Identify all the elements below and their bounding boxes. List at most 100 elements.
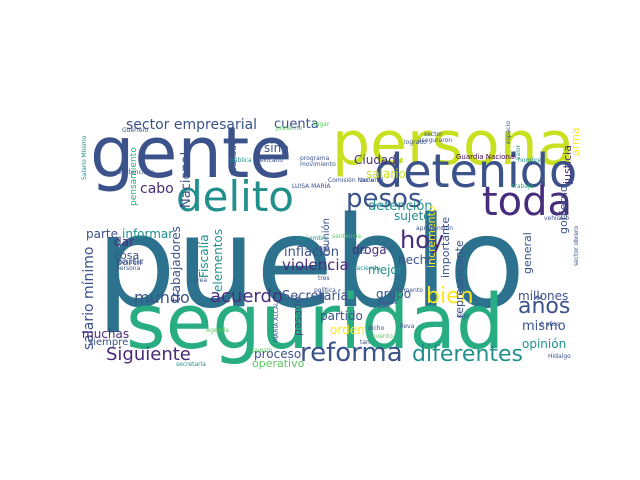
word-pensamiento: pensamiento xyxy=(129,147,139,206)
word-informar: informar xyxy=(122,227,174,241)
word-ciudad: Ciudad xyxy=(354,153,396,167)
word-nacional: Nacional xyxy=(179,151,194,208)
word-anos: años xyxy=(518,294,571,319)
word-mejor: mejor xyxy=(368,263,403,277)
word-secretaria-small: secretaría xyxy=(176,361,206,368)
word-mexicano: mexicano xyxy=(254,157,284,164)
word-representante: representante xyxy=(453,240,466,318)
word-salario: salario xyxy=(366,167,406,181)
word-hoy: hoy xyxy=(400,226,445,254)
word-vez: vez xyxy=(320,265,331,272)
word-fiscalia: Fiscalía xyxy=(197,234,211,278)
word-puesto: puesto xyxy=(252,347,273,354)
word-evento: evento xyxy=(372,333,393,340)
word-lugar: lugar xyxy=(314,121,330,128)
word-sentencia: sentencia xyxy=(332,233,362,240)
word-dar: dar xyxy=(114,235,134,249)
word-toda: toda xyxy=(482,179,573,225)
word-sino: sino xyxy=(264,141,289,155)
word-trabajo: trabajo xyxy=(512,183,534,190)
word-logrado: logrado xyxy=(404,139,427,146)
word-salario-minimo-small: Salario Mínimo xyxy=(81,135,88,180)
word-publica: pública xyxy=(230,157,252,164)
word-gobierno: gobierno xyxy=(557,185,570,234)
word-aseguraron: aseguraron xyxy=(418,137,453,144)
word-hacienda: Hacienda xyxy=(352,265,381,272)
word-6-anos: 6 años xyxy=(540,321,561,328)
word-incremento: incremento xyxy=(425,205,438,268)
word-cloud: pueblo seguridad gente persona detenido … xyxy=(78,118,584,370)
word-comision-nacional: Comisión Nacional xyxy=(328,177,384,184)
word-siempre: siempre xyxy=(88,337,129,348)
word-caso: caso xyxy=(316,245,330,252)
word-violencia: violencia xyxy=(282,256,349,274)
word-sentenciado: sentenciado xyxy=(118,169,155,176)
word-siguiente: Siguiente xyxy=(106,344,191,365)
word-droga: droga xyxy=(352,243,387,257)
word-dicho: dicho xyxy=(368,325,385,332)
word-general: general xyxy=(521,232,534,274)
word-persona-small: persona xyxy=(116,265,141,272)
word-grupo: grupo xyxy=(376,287,412,301)
word-noviembre: noviembre xyxy=(296,235,329,242)
word-pesos: pesos xyxy=(346,184,422,214)
word-momento: momento xyxy=(394,287,423,294)
word-trabajadores: trabajadores xyxy=(169,226,183,302)
word-millones: millones xyxy=(518,289,569,303)
word-hidalgo: Hidalgo xyxy=(548,353,571,360)
word-movimiento: movimiento xyxy=(300,161,336,168)
word-bien: bien xyxy=(426,284,474,309)
word-sector-obrero: sector obrero xyxy=(573,225,580,266)
word-detencion: detención xyxy=(368,199,433,214)
word-despues: después xyxy=(118,259,144,266)
word-luisa-maria: LUISA MARÍA xyxy=(292,183,331,190)
word-tres: tres xyxy=(318,275,330,282)
word-politica: política xyxy=(314,287,336,294)
word-diferentes: diferentes xyxy=(412,342,524,367)
word-partido: partido xyxy=(320,309,363,323)
word-guerrero: Guerrero xyxy=(122,127,149,134)
word-programa: programa xyxy=(300,155,330,162)
word-acuerdo: acuerdo xyxy=(210,286,283,307)
word-elementos: elementos xyxy=(211,228,225,292)
word-muchas: muchas xyxy=(82,327,130,341)
word-persona: persona xyxy=(332,118,575,179)
word-delito: delito xyxy=(176,172,295,221)
word-proceso: proceso xyxy=(254,347,302,361)
word-cosa: cosa xyxy=(114,249,140,262)
word-mismo: mismo xyxy=(522,319,566,334)
word-pueblo: pueblo xyxy=(96,189,526,336)
word-sector-empresarial: sector empresarial xyxy=(126,118,258,133)
word-partir: partir xyxy=(116,257,144,268)
word-presente: presente xyxy=(276,125,303,132)
word-arma: arma xyxy=(569,127,582,156)
word-hombre: hombre xyxy=(518,157,542,164)
word-maria-alcalde: MARÍA ALCALDE xyxy=(273,293,280,342)
word-mundo: mundo xyxy=(134,288,190,307)
word-sector-small: sector xyxy=(424,131,443,138)
word-secretaria: Secretaría xyxy=(282,289,349,304)
word-dijo: dijo xyxy=(458,313,469,320)
word-operativo: operativo xyxy=(252,357,305,370)
word-linea: línea xyxy=(352,249,367,256)
word-detenido: detenido xyxy=(374,144,578,198)
word-sujeto: sujeto xyxy=(394,209,431,223)
word-pais: país xyxy=(378,303,391,310)
word-seguridad: seguridad xyxy=(126,277,505,366)
word-pasado: pasado xyxy=(291,296,304,336)
word-parte: parte xyxy=(86,227,118,241)
word-paises: países xyxy=(378,299,398,306)
word-zona: zona xyxy=(360,177,375,184)
word-cabo: cabo xyxy=(140,181,174,197)
word-guardia-nacional: Guardia Nacional xyxy=(456,153,517,161)
word-tan: tan xyxy=(360,339,370,346)
word-crea: crea xyxy=(194,277,208,284)
word-gente: gente xyxy=(90,118,293,194)
word-lleva: lleva xyxy=(400,323,415,330)
word-hecho: hecho xyxy=(398,253,435,267)
word-aprehension: aprehensión xyxy=(416,225,454,232)
word-reforma: reforma xyxy=(300,338,403,368)
word-opinion: opinión xyxy=(522,337,567,351)
word-orden: orden xyxy=(330,323,365,337)
word-espacio: espacio xyxy=(505,121,512,144)
